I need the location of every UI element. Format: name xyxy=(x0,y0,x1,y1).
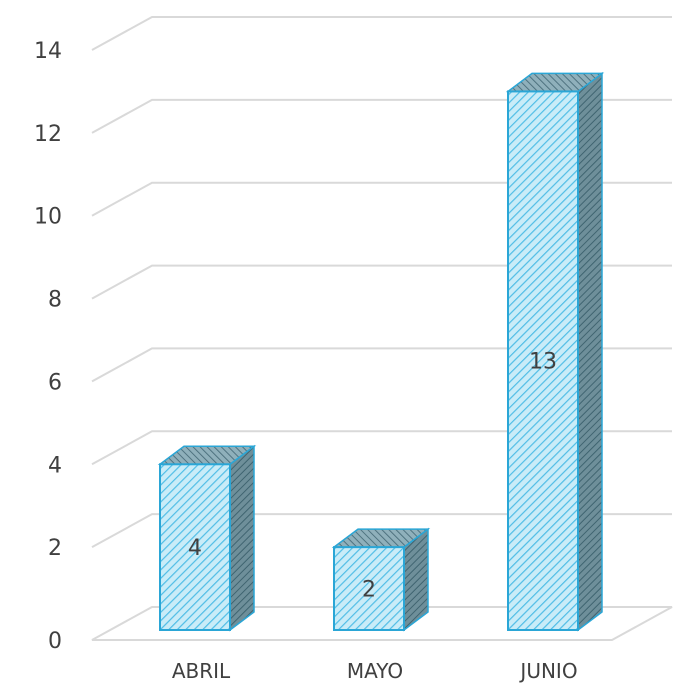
gridline xyxy=(91,181,672,217)
gridline xyxy=(91,264,672,300)
gridline xyxy=(91,430,672,466)
bar-side xyxy=(577,71,603,632)
gridline xyxy=(91,347,672,383)
bar-mayo xyxy=(331,527,431,632)
bar-front xyxy=(333,546,405,632)
y-tick-label: 8 xyxy=(48,288,62,313)
bar-front xyxy=(507,90,579,631)
bar-front xyxy=(159,463,231,631)
gridlines xyxy=(91,16,672,549)
bars xyxy=(157,71,605,632)
bar-side xyxy=(229,444,255,632)
floor-plane xyxy=(91,606,673,641)
y-tick-label: 14 xyxy=(34,39,62,64)
y-tick-label: 10 xyxy=(34,205,62,230)
x-category-label: ABRIL xyxy=(172,659,231,683)
y-tick-label: 6 xyxy=(48,370,62,395)
bar-abril xyxy=(157,444,257,632)
chart-floor xyxy=(91,606,673,641)
data-labels: 4 2 13 xyxy=(188,350,557,603)
gridline xyxy=(91,513,672,549)
y-tick-label: 0 xyxy=(48,629,62,654)
y-axis-ticks: 0 2 4 6 8 10 12 14 xyxy=(34,39,62,654)
y-tick-label: 12 xyxy=(34,122,62,147)
gridline xyxy=(91,16,672,51)
y-tick-label: 4 xyxy=(48,453,62,478)
gridline xyxy=(91,98,672,134)
data-label: 13 xyxy=(529,350,557,375)
data-label: 4 xyxy=(188,536,202,561)
x-category-label: JUNIO xyxy=(518,659,577,683)
x-category-label: MAYO xyxy=(347,659,403,683)
bar-junio xyxy=(505,71,605,632)
data-label: 2 xyxy=(362,578,376,603)
x-axis-categories: ABRIL MAYO JUNIO xyxy=(172,659,578,683)
y-tick-label: 2 xyxy=(48,536,62,561)
